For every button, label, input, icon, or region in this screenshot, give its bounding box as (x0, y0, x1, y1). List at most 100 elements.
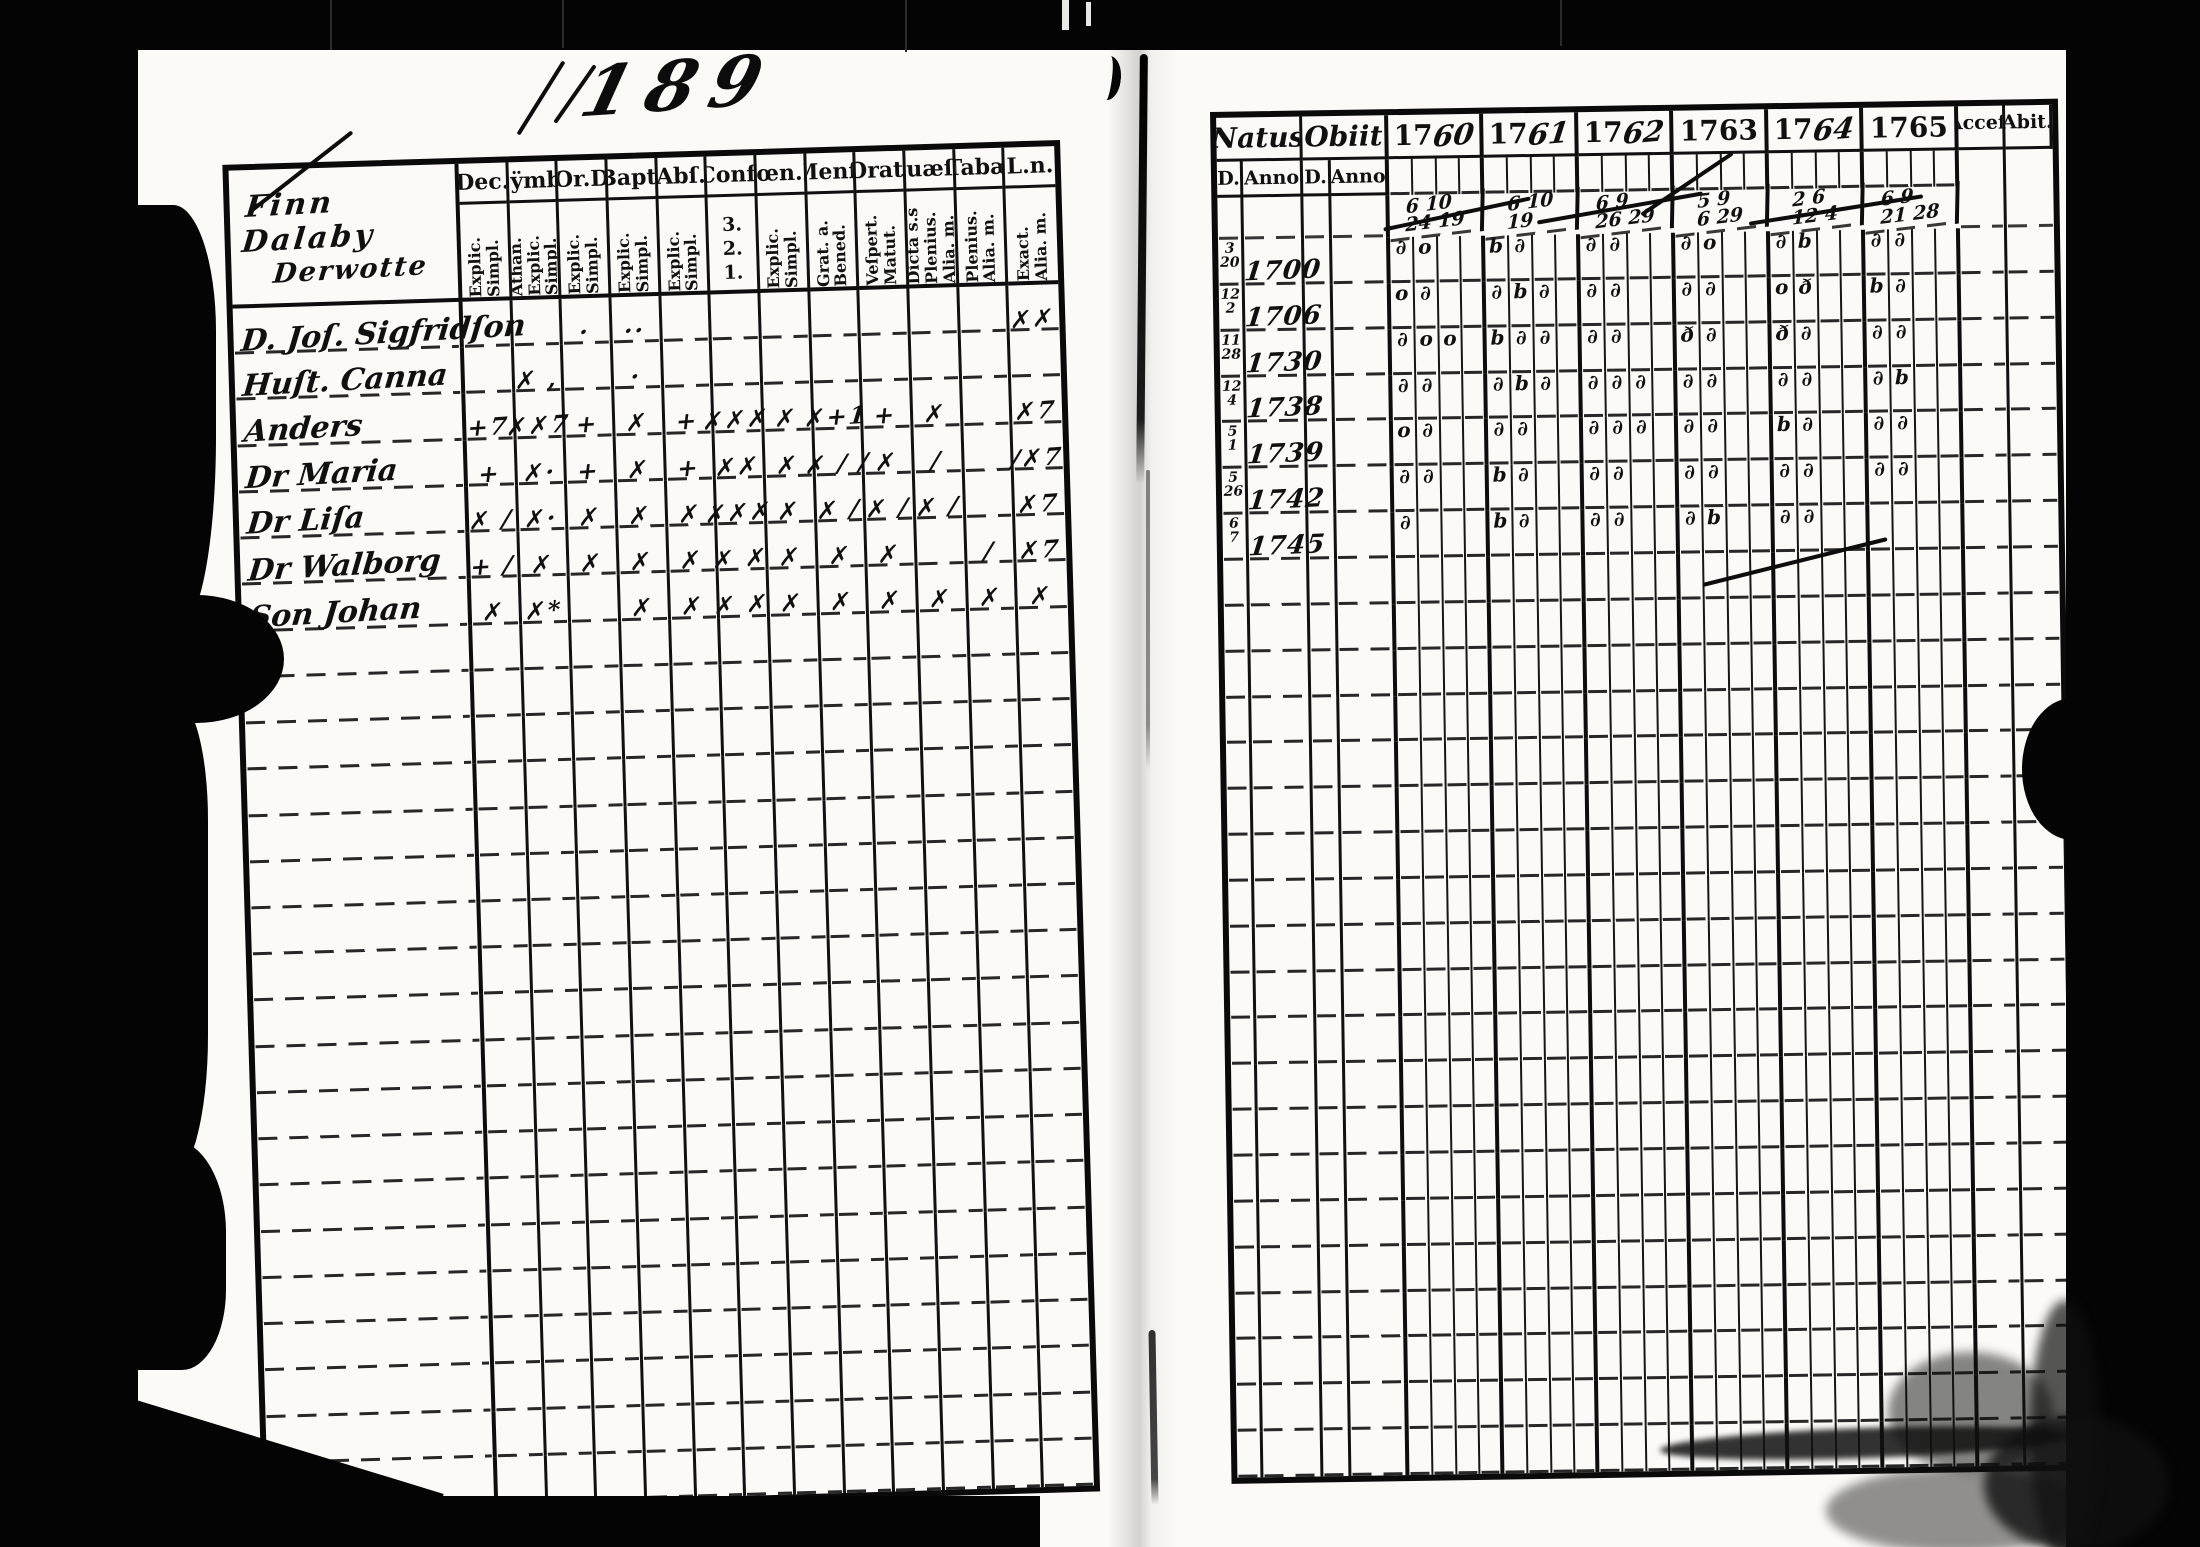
empty-cell (968, 609, 1020, 657)
communion-mark: ∂ (1399, 510, 1411, 535)
empty-cell (830, 983, 882, 1031)
empty-cell (1574, 1426, 1600, 1473)
obiit-day-cell (1303, 238, 1333, 285)
empty-cell (688, 1218, 740, 1267)
empty-cell (723, 708, 775, 757)
empty-cell (1872, 687, 1897, 735)
sublabel-line: Simpl. (541, 237, 559, 296)
empty-cell (1900, 962, 1925, 1009)
empty-cell (1835, 1376, 1860, 1423)
empty-cell (1880, 1237, 1906, 1285)
communion-mark-cell (1748, 368, 1773, 415)
empty-cell (1736, 1102, 1761, 1149)
empty-cell (1498, 1106, 1524, 1153)
empty-cell (1704, 598, 1729, 645)
empty-cell (1314, 925, 1344, 973)
empty-cell (1903, 1145, 1928, 1193)
empty-cell (1322, 1384, 1351, 1431)
year-printed: 1763 (1679, 113, 1759, 148)
communion-mark-cell: ∂ (1867, 365, 1892, 414)
empty-cell (1225, 697, 1252, 745)
empty-cell (1443, 648, 1469, 695)
empty-cell (1524, 1243, 1550, 1290)
empty-cell (1573, 1334, 1598, 1381)
empty-cell (1395, 557, 1420, 604)
communion-mark-cell (1844, 413, 1869, 460)
empty-cell (1545, 1059, 1570, 1107)
natus-anno-cell: 1745 (1247, 513, 1327, 562)
column-label: Sÿmb. (508, 160, 556, 204)
entry-marks: ✗ (777, 541, 804, 573)
empty-cell (478, 854, 531, 903)
year-subcolumn (1626, 155, 1651, 192)
empty-cell (1546, 1105, 1571, 1152)
column-header: Orat. Veſpert. Matut. (855, 150, 910, 291)
natus-anno-cell: 1700 (1243, 238, 1323, 287)
empty-cell (1713, 1194, 1739, 1241)
entry-marks: + (476, 458, 503, 489)
mark-cell: ✗✗7 (505, 391, 571, 442)
empty-cell (1408, 1428, 1434, 1476)
empty-cell (1548, 1243, 1573, 1290)
empty-cell (1918, 595, 1943, 642)
accessit-cell (1961, 319, 2010, 366)
empty-cell (1253, 834, 1315, 882)
accessit-cell (1965, 594, 2014, 641)
empty-cell (1517, 785, 1542, 832)
empty-cell (640, 1266, 692, 1314)
empty-cell (885, 1166, 937, 1215)
obiit-day-cell (1307, 467, 1337, 514)
name-cell: Dr Liſa (238, 486, 470, 542)
communion-mark-cell (1841, 229, 1866, 276)
empty-cell (728, 893, 780, 942)
mark-cell: ✗+1 (803, 382, 869, 434)
communion-mark-cell (1653, 370, 1678, 417)
empty-cell (1872, 733, 1898, 780)
empty-cell (1644, 1287, 1669, 1334)
column-header: Dec. Explic. Simpl. (458, 162, 513, 302)
spacer-cell (2006, 149, 2054, 228)
communion-mark-cell: ∂ (1393, 464, 1419, 513)
empty-cell (787, 1215, 839, 1264)
empty-cell (1520, 968, 1545, 1015)
empty-cell (1467, 648, 1493, 695)
empty-cell (623, 711, 675, 760)
empty-cell (1520, 1014, 1546, 1061)
spacer-cell (1331, 195, 1390, 239)
name-cell: Huſt. Canna (234, 347, 466, 404)
empty-cell (644, 1404, 696, 1453)
empty-cell (1614, 921, 1639, 968)
communion-mark-cell: ∂ (1795, 320, 1820, 369)
empty-cell (1638, 920, 1663, 967)
accessit-cell (1969, 823, 2017, 871)
empty-cell (489, 1224, 541, 1273)
communion-mark: ð (1775, 320, 1790, 345)
empty-cell (1515, 693, 1541, 740)
empty-cell (735, 1124, 787, 1173)
communion-mark-cell (1464, 419, 1489, 466)
natus-day-cell: 11 28 (1219, 331, 1247, 378)
entry-marks: ✗ (481, 596, 507, 628)
empty-cell (678, 895, 730, 943)
empty-cell (772, 707, 824, 756)
empty-cell (591, 1313, 644, 1362)
year-subcolumn (1911, 150, 1936, 187)
empty-cell (724, 755, 776, 803)
empty-cell (1658, 691, 1683, 738)
column-label: Cœn.D (756, 153, 805, 196)
communion-mark-cell: b (1488, 463, 1514, 511)
mark-cell: ✗ (519, 529, 571, 580)
empty-cell (1451, 1107, 1476, 1154)
empty-cell (1031, 1023, 1082, 1071)
communion-mark-cell: ∂ (1414, 280, 1439, 329)
empty-cell (989, 1302, 1041, 1350)
empty-cell (532, 991, 584, 1040)
empty-cell (1641, 1104, 1666, 1151)
empty-cell (1322, 1430, 1352, 1477)
accessit-cell (1960, 273, 2009, 320)
empty-cell (1501, 1289, 1527, 1336)
year-subcolumn (1578, 155, 1604, 193)
communion-mark-cell (1560, 509, 1586, 556)
year-header: 17 62 (1578, 110, 1674, 157)
empty-cell (1638, 966, 1664, 1013)
